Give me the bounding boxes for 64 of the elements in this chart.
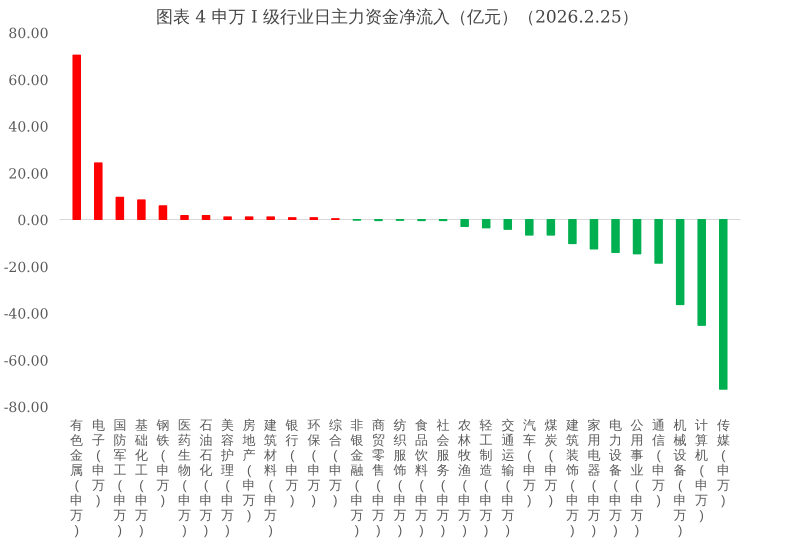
bar xyxy=(244,216,254,220)
y-tick-label: 0.00 xyxy=(17,213,48,229)
x-tick-label: 银行(申万) xyxy=(284,418,299,508)
x-tick-label: 基础化工(申万) xyxy=(134,418,148,538)
bar xyxy=(632,219,642,254)
bar xyxy=(568,219,577,244)
bar xyxy=(94,162,103,220)
bar xyxy=(137,199,146,220)
bar xyxy=(72,54,82,220)
bar xyxy=(482,219,490,228)
bar xyxy=(654,219,663,264)
bar xyxy=(116,196,124,220)
bar xyxy=(223,216,232,220)
y-tick-label: -20.00 xyxy=(4,260,49,276)
x-tick-label: 煤炭(申万) xyxy=(544,418,558,508)
y-tick-label: 60.00 xyxy=(8,72,49,89)
x-tick-label: 商贸零售(申万) xyxy=(372,418,385,538)
bar xyxy=(180,215,189,220)
x-tick-label: 电子(申万) xyxy=(92,418,105,508)
x-tick-label: 汽车(申万) xyxy=(522,418,536,508)
x-tick-label: 房地产(申万) xyxy=(242,418,256,522)
bar xyxy=(611,219,620,253)
x-tick-label: 国防军工(申万) xyxy=(113,418,126,538)
x-tick-label: 通信(申万) xyxy=(652,418,666,508)
x-tick-label: 综合(申万) xyxy=(328,418,342,508)
x-tick-label: 交通运输(申万) xyxy=(501,418,514,538)
x-tick-label: 计算机(申万) xyxy=(695,418,708,522)
y-tick-label: 40.00 xyxy=(8,120,49,136)
x-tick-label: 食品饮料(申万) xyxy=(414,418,428,538)
x-tick-label: 电力设备(申万) xyxy=(609,418,622,538)
x-tick-label: 农林牧渔(申万) xyxy=(457,418,472,538)
y-tick-label: -60.00 xyxy=(4,353,49,370)
bar xyxy=(718,219,728,390)
x-tick-label: 有色金属(申万) xyxy=(70,418,84,538)
x-tick-label: 机械设备(申万) xyxy=(674,418,687,538)
bar xyxy=(266,216,275,220)
bar xyxy=(460,219,469,228)
x-tick-label: 传媒(申万) xyxy=(716,418,730,508)
bar xyxy=(525,219,534,236)
chart-title: 图表 4 申万 I 级行业日主力资金净流入（亿元）（2026.2.25） xyxy=(156,8,639,28)
y-tick-label: -80.00 xyxy=(4,400,49,416)
x-tick-label: 公用事业(申万) xyxy=(630,418,644,538)
bar xyxy=(503,219,512,230)
x-tick-label: 建筑材料(申万) xyxy=(263,418,278,538)
x-tick-label: 家用电器(申万) xyxy=(587,418,600,538)
bar xyxy=(202,215,210,220)
y-tick-label: 80.00 xyxy=(8,26,49,42)
y-tick-label: 20.00 xyxy=(8,166,49,182)
x-tick-label: 医药生物(申万) xyxy=(178,418,191,538)
bar xyxy=(697,219,706,326)
y-tick-label: -40.00 xyxy=(4,306,49,322)
bar xyxy=(676,219,684,306)
x-tick-label: 环保(申万) xyxy=(307,418,320,508)
x-tick-label: 社会服务(申万) xyxy=(436,418,450,538)
x-tick-label: 美容护理(申万) xyxy=(220,418,234,538)
bar xyxy=(158,205,168,220)
x-tick-label: 建筑装饰(申万) xyxy=(564,418,579,538)
x-tick-label: 石油石化(申万) xyxy=(200,418,213,538)
x-tick-label: 纺织服饰(申万) xyxy=(392,418,406,538)
x-tick-label: 钢铁(申万) xyxy=(155,418,170,508)
bar xyxy=(546,219,556,236)
x-tick-label: 非银金融(申万) xyxy=(349,418,364,538)
x-tick-label: 轻工制造(申万) xyxy=(480,418,493,538)
bar xyxy=(590,219,598,250)
